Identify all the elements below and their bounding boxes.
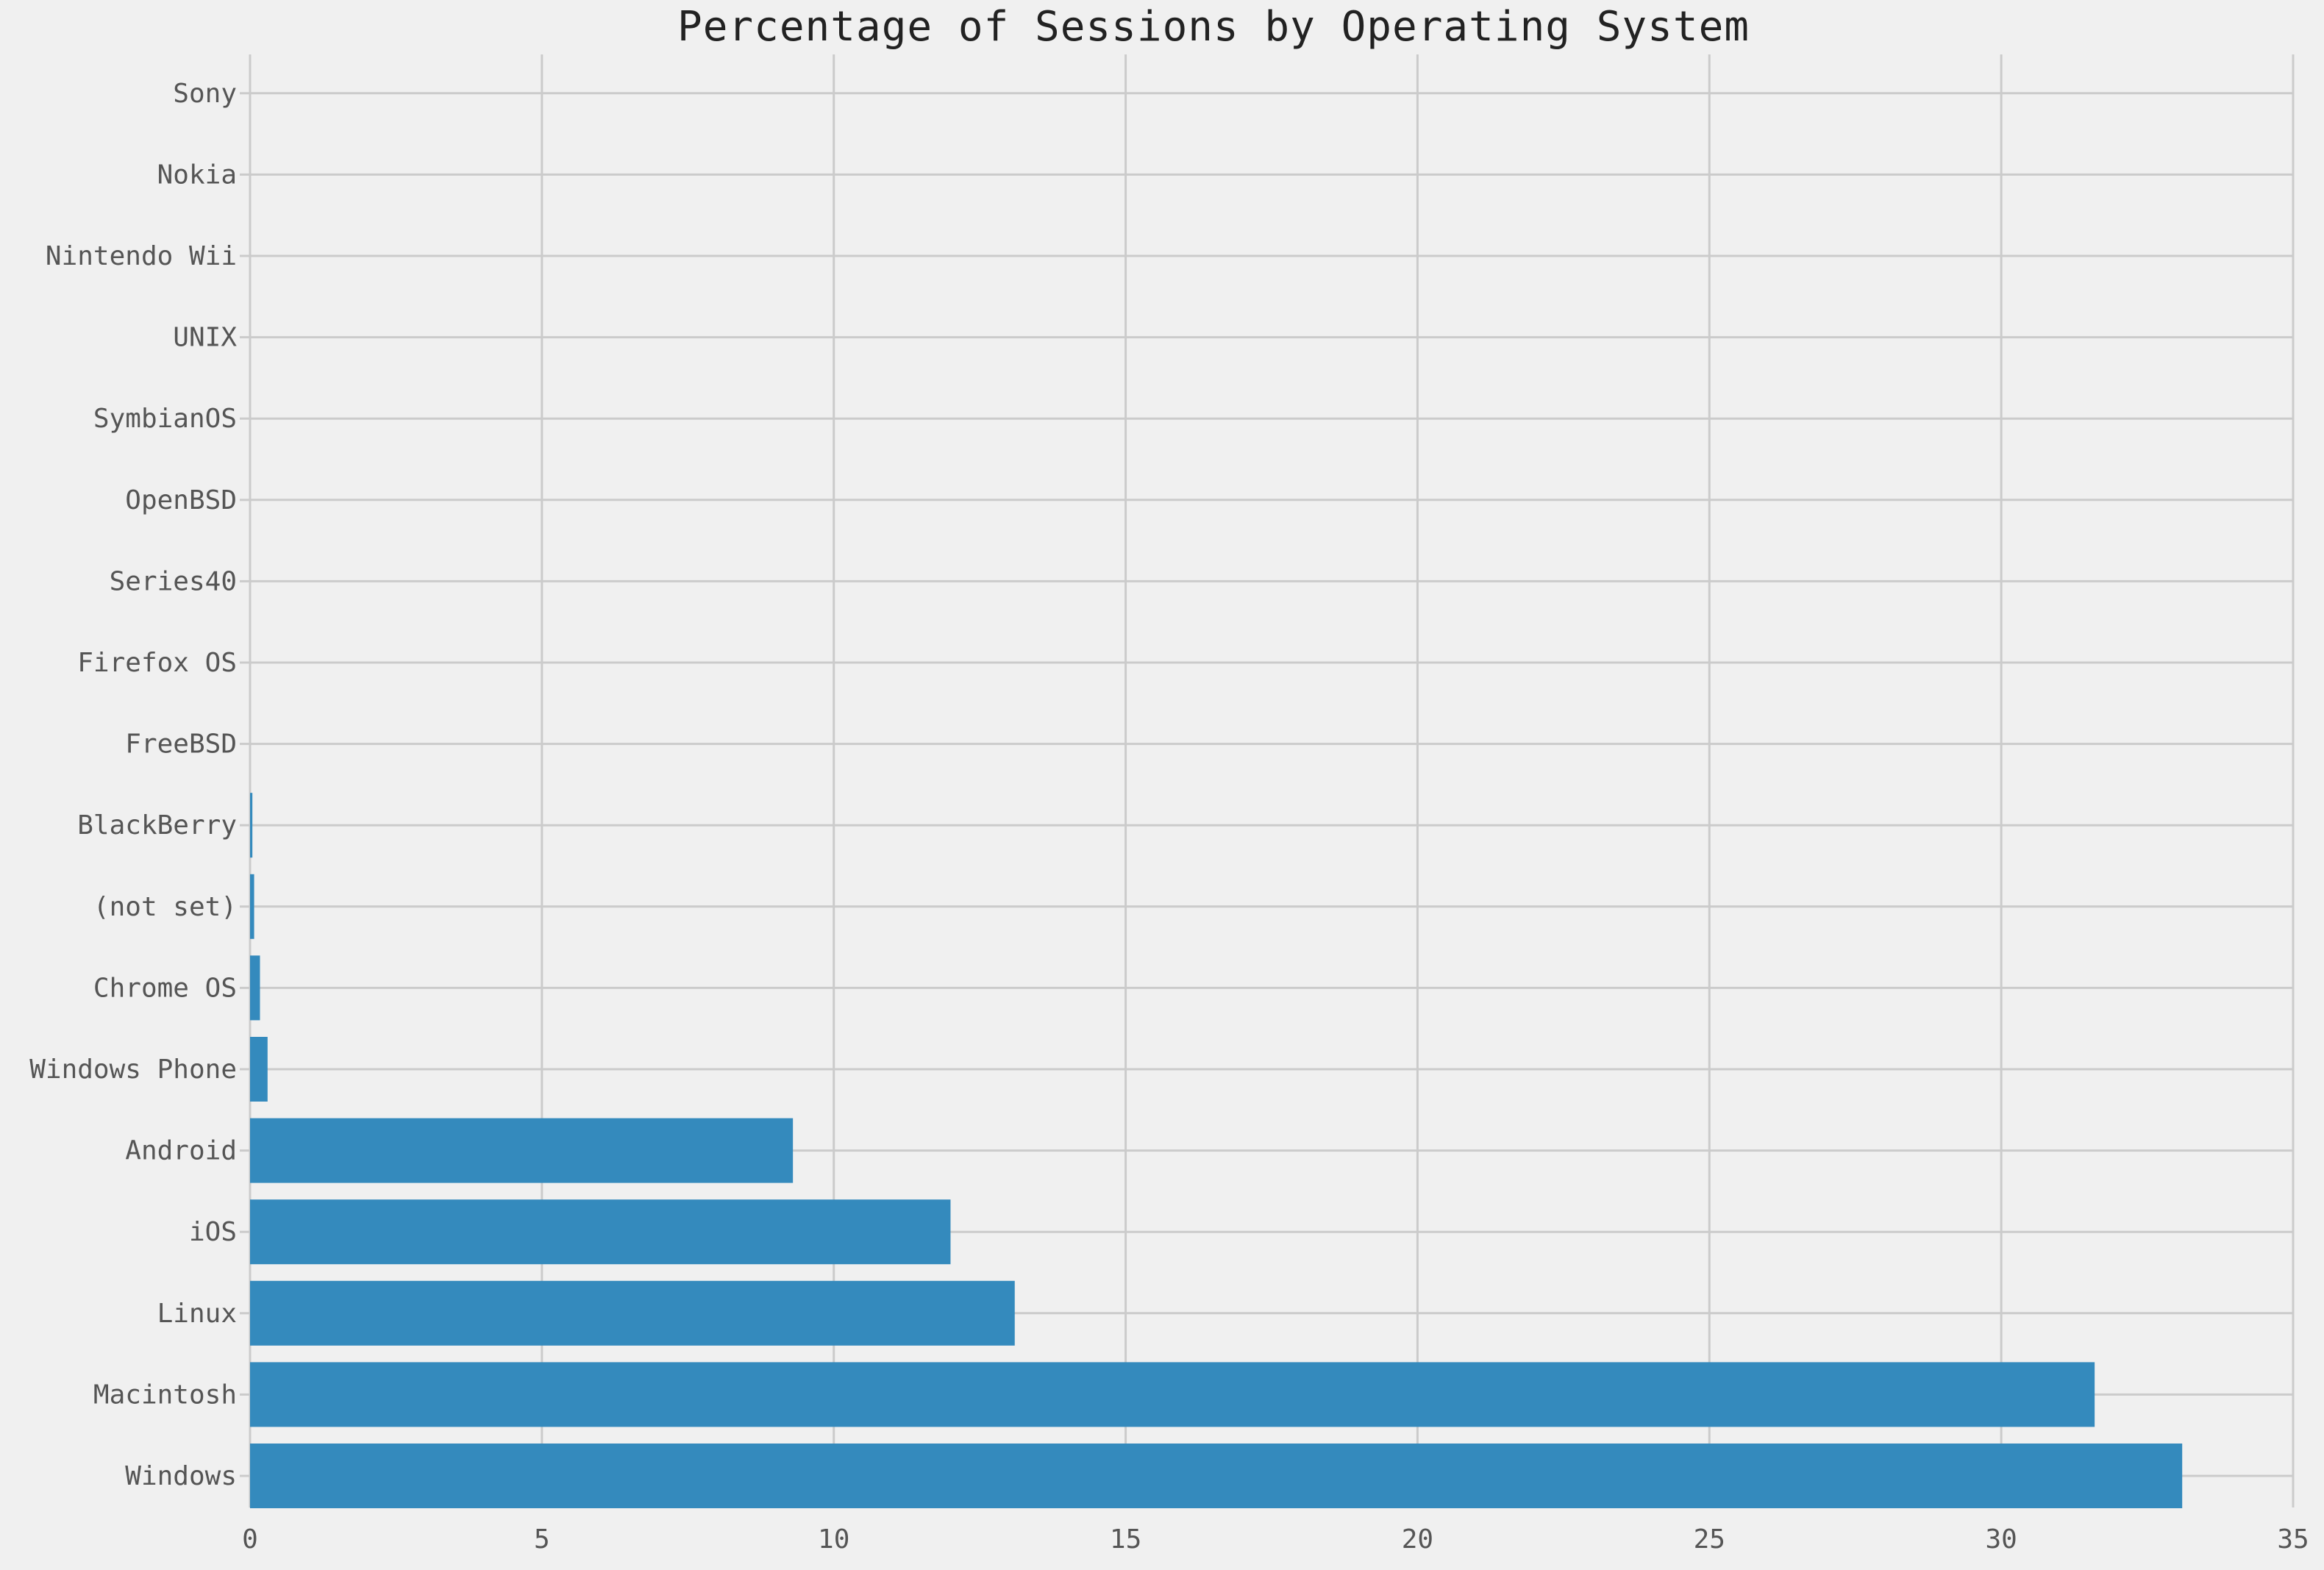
- y-tick-label: Windows: [125, 1461, 237, 1491]
- y-tick-label: Chrome OS: [93, 973, 237, 1003]
- x-tick-label: 10: [818, 1524, 849, 1555]
- label-layer: 0 5 10 15 20 25 30 35 Windows Macintosh Linux iOS An…: [29, 79, 2309, 1555]
- bar: [250, 874, 254, 939]
- y-tick-label: Sony: [173, 79, 237, 109]
- y-tick-label: Android: [125, 1136, 237, 1166]
- y-tick-label: Series40: [110, 566, 237, 596]
- x-tick-label: 35: [2277, 1524, 2309, 1555]
- x-tick-label: 5: [534, 1524, 550, 1555]
- y-tick-label: UNIX: [173, 323, 237, 353]
- bar: [250, 955, 260, 1021]
- y-tick-label: OpenBSD: [125, 485, 237, 515]
- bar: [250, 1280, 1015, 1346]
- y-tick-label: Nokia: [157, 160, 237, 190]
- bar: [250, 793, 253, 858]
- y-tick-label: FreeBSD: [125, 729, 237, 760]
- bar: [250, 1444, 2183, 1508]
- y-tick-label: Windows Phone: [29, 1055, 237, 1085]
- y-tick-label: SymbianOS: [93, 404, 237, 434]
- y-tick-label: Macintosh: [93, 1380, 237, 1410]
- bar: [250, 1199, 951, 1265]
- y-tick-label: Firefox OS: [77, 648, 237, 678]
- bar-layer: [250, 793, 2183, 1508]
- y-tick-label: iOS: [189, 1217, 237, 1247]
- chart-title: Percentage of Sessions by Operating Syst…: [677, 3, 1750, 51]
- y-tick-label: (not set): [93, 892, 237, 922]
- x-tick-label: 25: [1694, 1524, 1725, 1555]
- y-tick-label: BlackBerry: [77, 810, 237, 841]
- x-tick-label: 0: [242, 1524, 258, 1555]
- x-tick-label: 15: [1110, 1524, 1141, 1555]
- bar: [250, 1362, 2095, 1427]
- y-tick-label: Nintendo Wii: [46, 241, 237, 271]
- x-tick-label: 20: [1402, 1524, 1433, 1555]
- x-tick-label: 30: [1985, 1524, 2017, 1555]
- bar: [250, 1118, 794, 1183]
- y-tick-label: Linux: [157, 1299, 237, 1329]
- bar: [250, 1037, 268, 1102]
